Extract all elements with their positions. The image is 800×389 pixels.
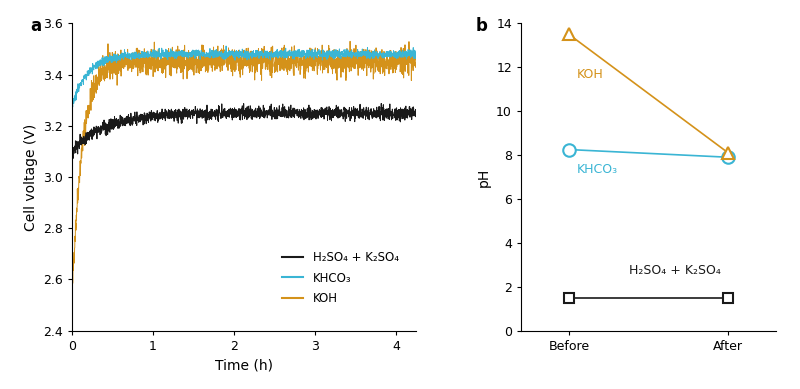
KOH [338,60,348,64]
KOH [411,64,421,69]
KHCO₃ [85,67,94,71]
KHCO₃ [235,50,245,54]
KOH [67,292,77,296]
Text: a: a [30,17,42,35]
KHCO₃ [222,44,231,48]
KHCO₃ [67,104,77,109]
KHCO₃ [68,105,78,109]
H₂SO₄ + K₂SO₄ [402,110,411,115]
KOH [226,53,235,57]
KHCO₃ [338,53,348,58]
X-axis label: Time (h): Time (h) [215,358,273,372]
KOH [402,58,411,62]
Line: KHCO₃: KHCO₃ [72,46,416,107]
KHCO₃ [402,53,411,58]
H₂SO₄ + K₂SO₄ [377,101,386,106]
Text: b: b [475,17,487,35]
KOH [402,61,411,66]
Line: KOH: KOH [72,41,416,294]
Line: H₂SO₄ + K₂SO₄: H₂SO₄ + K₂SO₄ [72,103,416,158]
Y-axis label: pH: pH [477,167,490,187]
H₂SO₄ + K₂SO₄ [67,152,77,156]
H₂SO₄ + K₂SO₄ [234,117,244,122]
KOH [67,292,77,296]
Y-axis label: Cell voltage (V): Cell voltage (V) [23,123,38,231]
KHCO₃ [226,50,235,55]
Text: KHCO₃: KHCO₃ [577,163,618,175]
KHCO₃ [411,51,421,56]
H₂SO₄ + K₂SO₄ [85,130,94,135]
KHCO₃ [402,57,411,61]
H₂SO₄ + K₂SO₄ [402,116,411,120]
KOH [346,39,355,44]
H₂SO₄ + K₂SO₄ [411,114,421,119]
KOH [234,63,244,68]
Text: H₂SO₄ + K₂SO₄: H₂SO₄ + K₂SO₄ [630,264,722,277]
H₂SO₄ + K₂SO₄ [226,106,235,110]
H₂SO₄ + K₂SO₄ [68,156,78,161]
Text: KOH: KOH [577,68,603,81]
Legend: H₂SO₄ + K₂SO₄, KHCO₃, KOH: H₂SO₄ + K₂SO₄, KHCO₃, KOH [278,247,403,309]
H₂SO₄ + K₂SO₄ [338,117,348,121]
KOH [85,105,94,110]
